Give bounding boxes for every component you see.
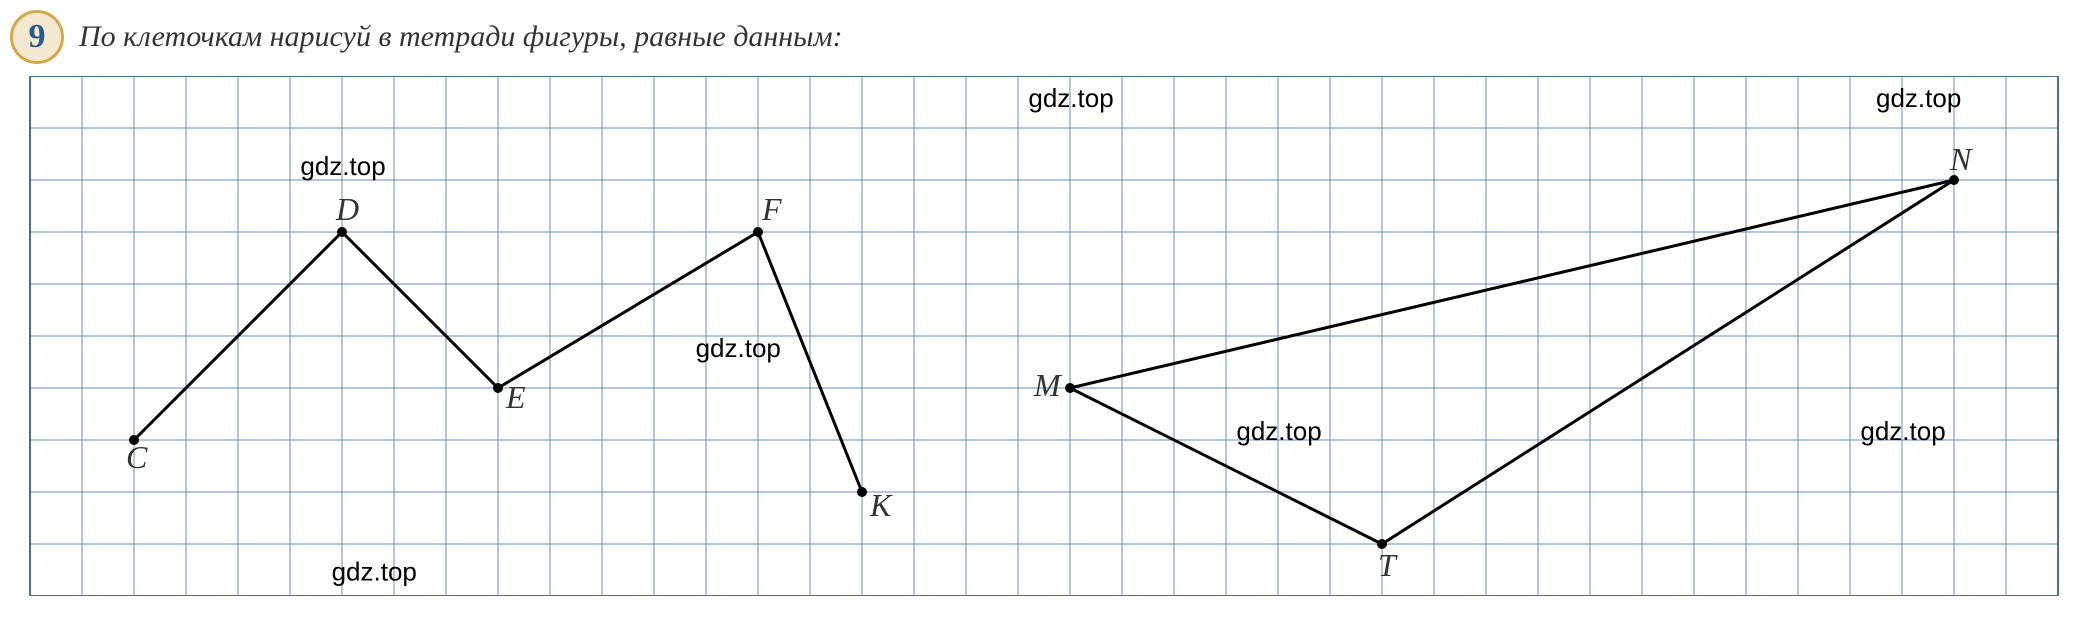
point-label-T: T — [1378, 547, 1398, 583]
grid-svg: C D E F K M T Ngdz.top gdz.top gdz.top gdz.top gdz.… — [10, 76, 2078, 596]
watermark-text: gdz.top — [696, 333, 781, 363]
exercise-number: 9 — [29, 18, 46, 56]
watermark-text: gdz.top — [1876, 83, 1961, 113]
point-label-C: C — [126, 439, 148, 475]
point-label-D: D — [335, 191, 359, 227]
exercise-number-badge: 9 — [10, 10, 64, 64]
watermark-text: gdz.top — [1860, 416, 1945, 446]
watermark-text: gdz.top — [332, 556, 417, 586]
watermark-text: gdz.top — [300, 151, 385, 181]
watermark-text: gdz.top — [1236, 416, 1321, 446]
point-label-M: M — [1033, 367, 1063, 403]
point-label-K: K — [869, 487, 893, 523]
grid-figure: C D E F K M T Ngdz.top gdz.top gdz.top gdz.top gdz.… — [10, 76, 2078, 596]
point-label-E: E — [505, 379, 526, 415]
watermark-text: gdz.top — [1028, 83, 1113, 113]
exercise-prompt: По клеточкам нарисуй в тетради фигуры, р… — [79, 10, 843, 54]
exercise-header: 9 По клеточкам нарисуй в тетради фигуры,… — [10, 10, 2078, 64]
point-label-N: N — [1949, 141, 1973, 177]
point-label-F: F — [761, 191, 782, 227]
